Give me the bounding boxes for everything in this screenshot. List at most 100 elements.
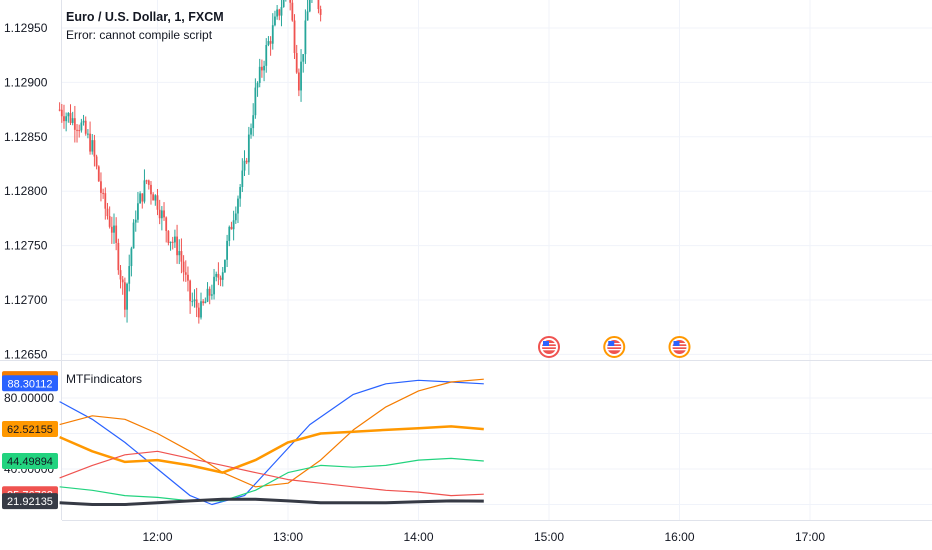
candle-body xyxy=(137,203,139,220)
candle-body xyxy=(71,118,74,123)
candle-body xyxy=(117,242,120,271)
candle-body xyxy=(308,0,311,12)
candle-body xyxy=(160,210,163,219)
svg-text:88.30112: 88.30112 xyxy=(7,378,52,390)
candle-body xyxy=(256,82,259,88)
candle-body xyxy=(106,208,109,217)
last-value-badge[interactable]: 44.49894 xyxy=(2,453,58,470)
indicator-name[interactable]: MTFindicators xyxy=(66,372,143,386)
candle-body xyxy=(58,109,61,111)
candle-body xyxy=(134,219,137,223)
candle-body xyxy=(174,236,176,243)
last-value-badge[interactable]: 62.52155 xyxy=(2,421,58,438)
candle-body xyxy=(202,301,205,304)
candle-body xyxy=(261,66,263,71)
price-tick-label: 1.12800 xyxy=(4,184,48,198)
indicator-lines xyxy=(59,378,484,506)
candle-body xyxy=(276,9,279,17)
candle-body xyxy=(84,120,87,134)
price-axis[interactable]: 1.12950 1.12900 1.12850 1.12800 1.12750 1.127… xyxy=(4,21,48,361)
candle-body xyxy=(82,120,85,123)
candle-body xyxy=(210,294,213,296)
event-flags[interactable] xyxy=(538,336,691,358)
candle-body xyxy=(263,65,265,71)
candle-body xyxy=(213,276,215,295)
candle-body xyxy=(237,198,239,214)
candle-body xyxy=(89,133,91,152)
candle-body xyxy=(215,273,218,277)
candle-body xyxy=(139,193,141,204)
svg-text:21.92135: 21.92135 xyxy=(7,496,53,508)
candle-body xyxy=(241,170,244,188)
candle-body xyxy=(110,226,113,233)
candle-body xyxy=(154,195,157,201)
us-flag-event-icon[interactable] xyxy=(538,336,560,358)
candle-body xyxy=(280,7,283,16)
symbol-title[interactable]: Euro / U.S. Dollar, 1, FXCM xyxy=(66,10,224,24)
candle-body xyxy=(195,299,198,308)
candle-body xyxy=(126,283,128,310)
candle-body xyxy=(93,140,96,157)
candle-body xyxy=(141,193,144,202)
candle-body xyxy=(63,116,65,122)
price-tick-label: 1.12650 xyxy=(4,347,48,361)
candle-body xyxy=(282,0,285,8)
candle-body xyxy=(300,61,302,91)
candle-body xyxy=(245,160,248,163)
candle-body xyxy=(200,301,202,318)
time-tick-label: 16:00 xyxy=(664,530,694,544)
time-tick-label: 14:00 xyxy=(403,530,433,544)
candle-body xyxy=(297,72,300,91)
candle-body xyxy=(67,113,70,117)
us-flag-event-icon[interactable] xyxy=(668,336,691,358)
indicator-tick-label: 80.00000 xyxy=(4,391,54,405)
last-value-badge[interactable]: 21.92135 xyxy=(2,493,58,510)
candle-body xyxy=(167,230,170,243)
indicator-series-line xyxy=(59,425,484,474)
candle-body xyxy=(97,166,100,182)
candle-body xyxy=(171,241,174,243)
time-tick-label: 13:00 xyxy=(273,530,303,544)
candle-body xyxy=(169,241,172,243)
indicator-axis[interactable]: 80.0000040.0000090.6471488.3011262.52155… xyxy=(2,371,58,510)
candle-body xyxy=(239,187,242,199)
candle-body xyxy=(147,180,150,185)
candle-body xyxy=(108,216,111,227)
candle-body xyxy=(219,277,222,280)
candle-body xyxy=(204,301,207,304)
indicator-series-line xyxy=(59,379,484,506)
candle-body xyxy=(271,25,274,44)
candle-body xyxy=(243,160,246,171)
candle-body xyxy=(130,248,133,267)
candle-body xyxy=(145,180,148,182)
price-tick-label: 1.12700 xyxy=(4,293,48,307)
candle-body xyxy=(302,54,305,62)
svg-text:62.52155: 62.52155 xyxy=(7,424,53,436)
candle-body xyxy=(150,184,152,195)
us-flag-event-icon[interactable] xyxy=(603,336,626,358)
candle-body xyxy=(178,251,181,256)
candle-body xyxy=(189,280,192,302)
candle-body xyxy=(69,113,72,123)
candle-body xyxy=(217,273,220,278)
price-tick-label: 1.12900 xyxy=(4,75,48,89)
indicator-series-line xyxy=(59,378,484,488)
time-axis[interactable]: 12:00 13:00 14:00 15:00 16:00 17:00 xyxy=(142,530,825,544)
candle-body xyxy=(306,11,309,21)
candle-body xyxy=(65,116,68,122)
candle-body xyxy=(269,41,272,44)
indicator-series-line xyxy=(59,450,484,497)
candle-body xyxy=(104,193,107,209)
last-value-badge[interactable]: 88.30112 xyxy=(2,375,58,392)
candle-body xyxy=(295,53,298,73)
candle-body xyxy=(163,210,165,218)
candle-body xyxy=(293,20,296,54)
candle-body xyxy=(197,307,200,318)
candle-body xyxy=(165,217,168,231)
candle-body xyxy=(317,0,320,10)
candle-body xyxy=(80,122,83,131)
candle-body xyxy=(128,266,131,284)
candle-body xyxy=(254,87,257,116)
svg-text:44.49894: 44.49894 xyxy=(7,456,53,468)
